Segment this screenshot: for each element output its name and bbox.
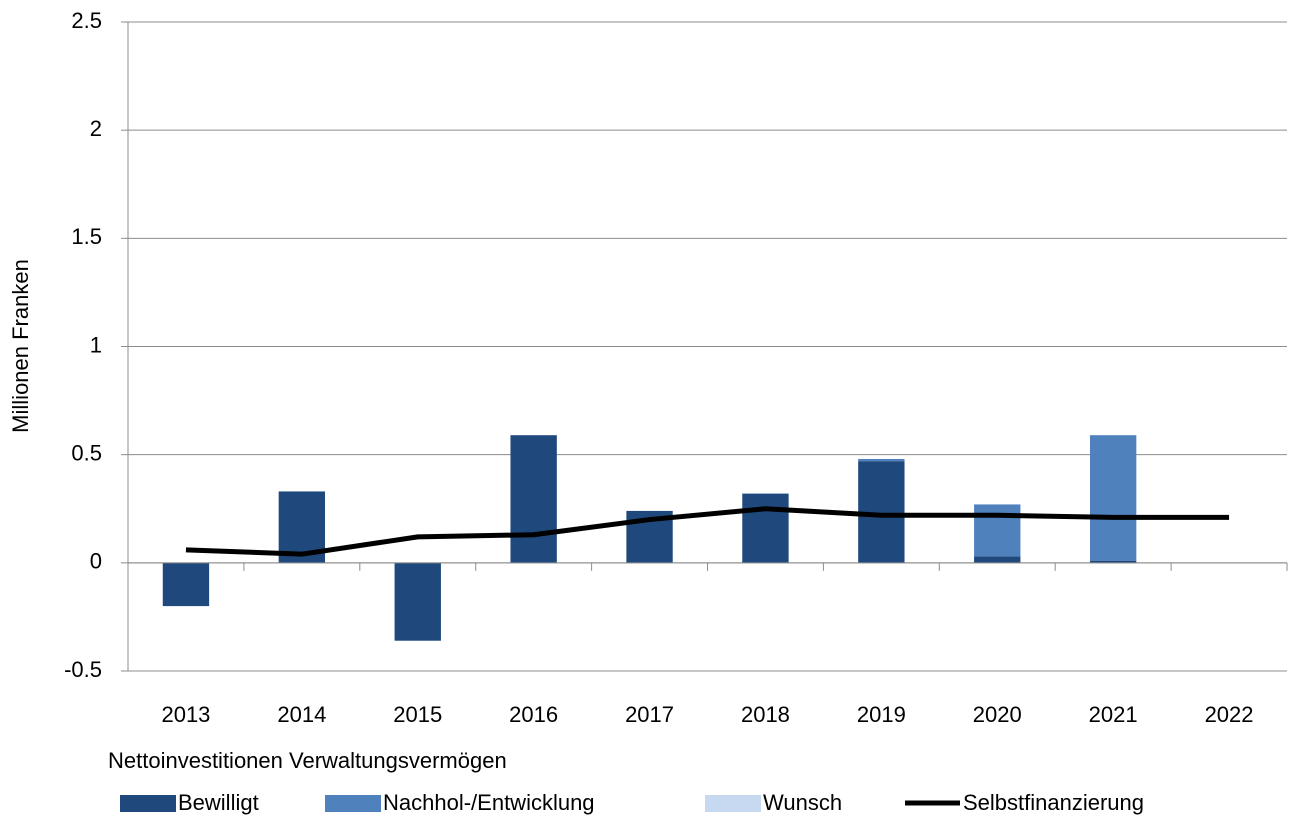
y-tick-label: 1: [90, 332, 102, 357]
bar: [1089, 435, 1137, 561]
legend-label: Bewilligt: [178, 790, 259, 815]
x-tick-label: 2022: [1205, 702, 1254, 727]
line: [185, 506, 1230, 557]
x-tick-label: 2015: [393, 702, 442, 727]
y-tick-label: 0.5: [71, 440, 102, 465]
y-tick-label: 1.5: [71, 224, 102, 249]
bar: [1089, 560, 1137, 563]
legend-label: Wunsch: [763, 790, 842, 815]
bar: [394, 562, 441, 641]
y-tick-label: 2: [90, 116, 102, 141]
bar: [162, 562, 210, 607]
bar: [974, 556, 1021, 563]
x-tick-label: 2021: [1089, 702, 1138, 727]
bar: [858, 458, 905, 462]
legend-swatch: [120, 795, 176, 812]
bar: [974, 504, 1021, 557]
x-tick-label: 2013: [161, 702, 210, 727]
x-tick-label: 2018: [741, 702, 790, 727]
x-axis-title: Nettoinvestitionen Verwaltungsvermögen: [108, 748, 507, 773]
y-tick-label: 0: [90, 549, 102, 574]
y-tick-label: -0.5: [64, 657, 102, 682]
legend-swatch: [325, 795, 381, 812]
y-axis-title: Millionen Franken: [8, 259, 33, 433]
legend-label: Nachhol-/Entwicklung: [383, 790, 595, 815]
bar: [742, 493, 789, 563]
x-tick-label: 2019: [857, 702, 906, 727]
y-tick-label: 2.5: [71, 8, 102, 33]
legend-label: Selbstfinanzierung: [963, 790, 1144, 815]
bar: [510, 435, 557, 563]
x-tick-label: 2020: [973, 702, 1022, 727]
x-tick-label: 2017: [625, 702, 674, 727]
x-tick-label: 2016: [509, 702, 558, 727]
legend-swatch: [705, 795, 761, 812]
x-tick-label: 2014: [277, 702, 326, 727]
